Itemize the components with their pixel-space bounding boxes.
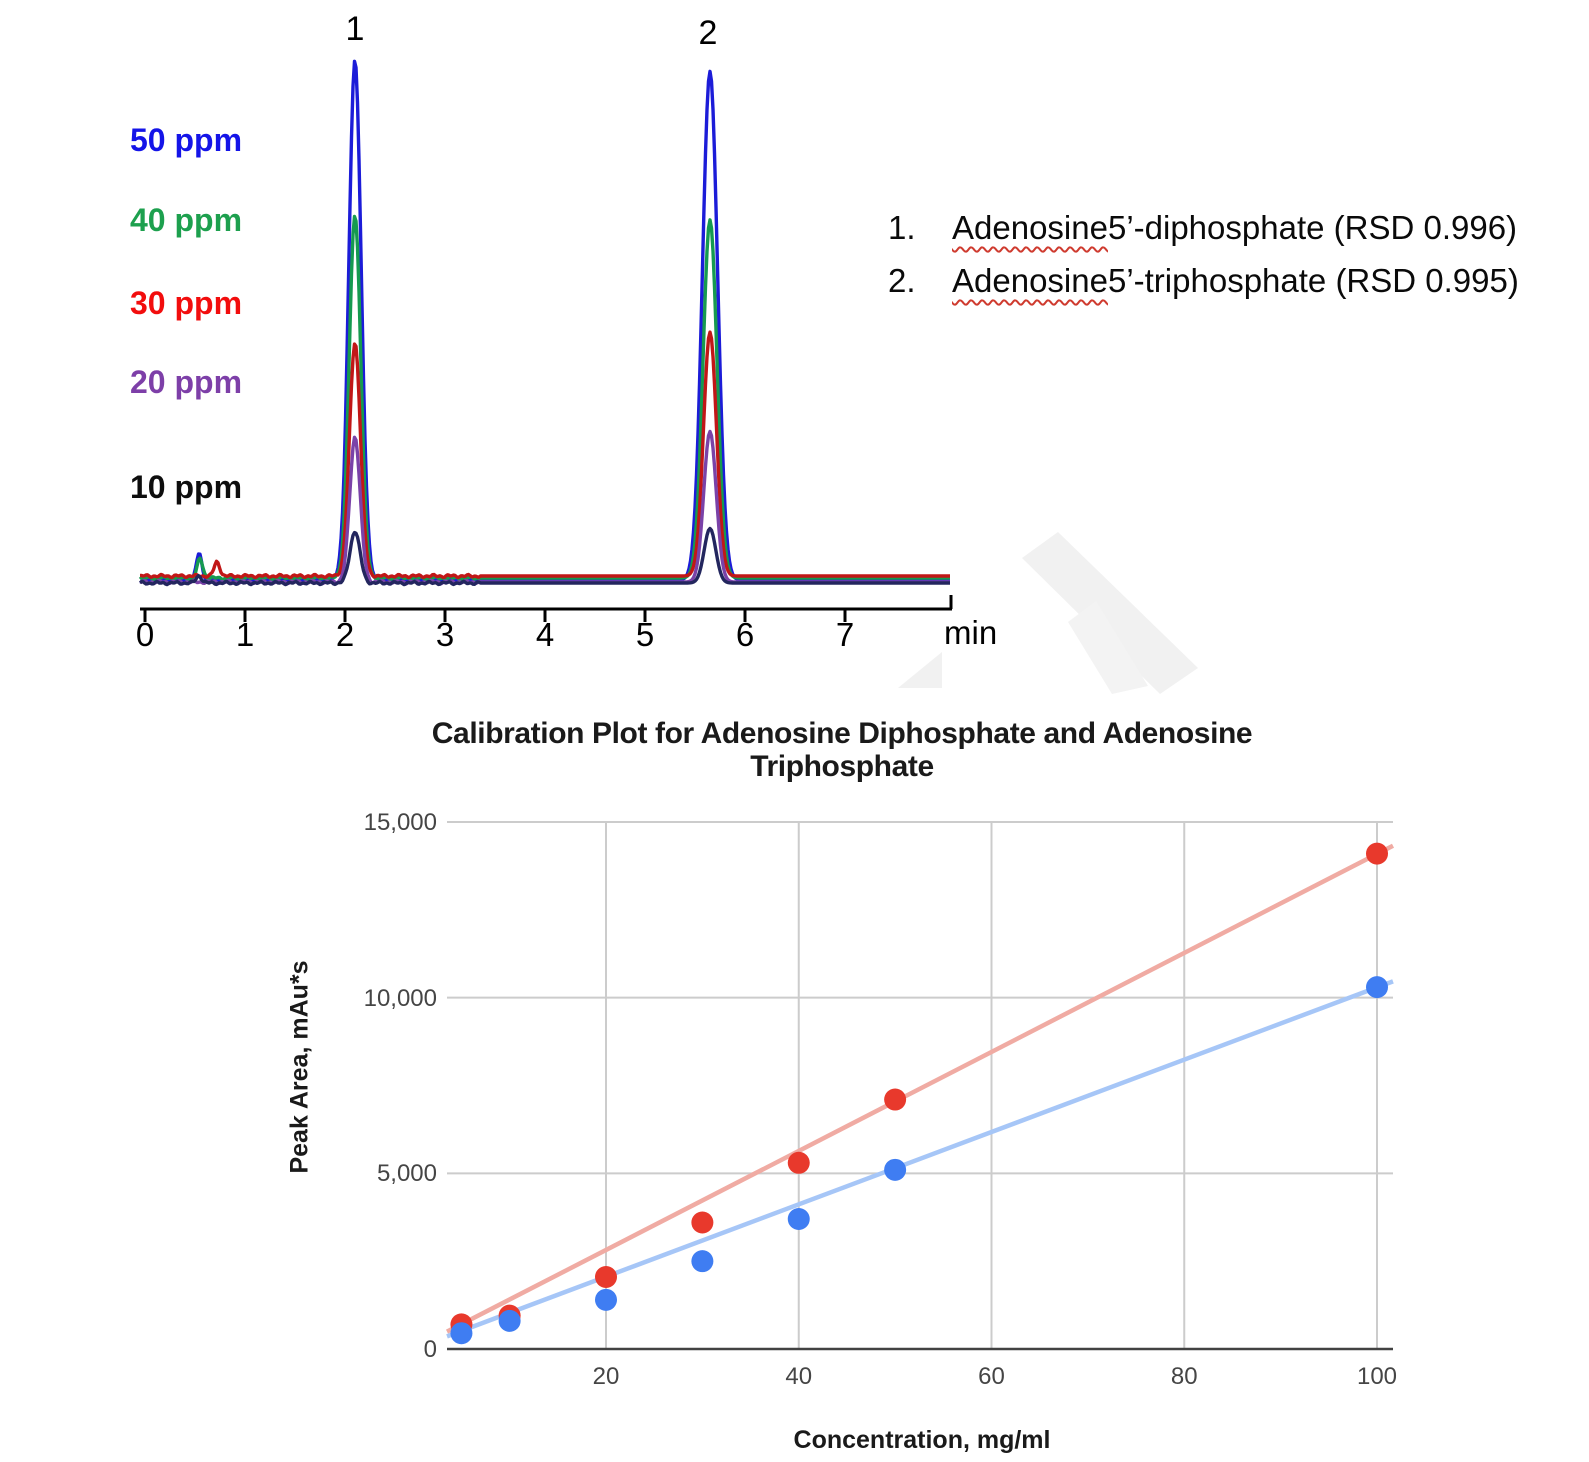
calibration-title-line1: Calibration Plot for Adenosine Diphospha… — [431, 717, 1253, 750]
chromo-tick-6: 6 — [735, 616, 755, 653]
peak-legend: 1. Adenosine 5’-diphosphate (RSD 0.996) 2.… — [888, 201, 1519, 307]
time-unit-label: min — [944, 614, 998, 651]
chromo-tick-0: 0 — [135, 616, 155, 653]
calib-xtick-100: 100 — [1356, 1363, 1398, 1390]
data-point — [1366, 976, 1388, 999]
data-point — [595, 1288, 617, 1311]
concentration-label-50-ppm: 50 ppm — [130, 122, 243, 158]
legend-rest: 5’-diphosphate (RSD 0.996) — [1107, 209, 1518, 246]
concentration-label-30-ppm: 30 ppm — [130, 285, 243, 321]
legend-compound-word: Adenosine — [952, 262, 1108, 299]
trendline — [446, 979, 1394, 1339]
data-point — [450, 1322, 473, 1345]
data-point — [691, 1250, 714, 1273]
chromo-tick-7: 7 — [835, 616, 855, 653]
chromo-tick-1: 1 — [235, 616, 255, 653]
concentration-label-40-ppm: 40 ppm — [130, 202, 243, 238]
legend-compound-word: Adenosine — [952, 209, 1108, 246]
calibration-title-line2: Triphosphate — [750, 750, 934, 783]
chromo-tick-4: 4 — [535, 616, 555, 653]
legend-rest: 5’-triphosphate (RSD 0.995) — [1107, 262, 1519, 299]
calib-xtick-60: 60 — [978, 1363, 1005, 1390]
legend-number: 2. — [888, 262, 916, 299]
concentration-label-10-ppm: 10 ppm — [130, 469, 243, 505]
legend-item-1: 1. Adenosine 5’-diphosphate (RSD 0.996) — [888, 201, 1519, 254]
peak-marker-1: 1 — [345, 10, 365, 48]
calib-xtick-40: 40 — [785, 1363, 813, 1390]
legend-item-2: 2. Adenosine 5’-triphosphate (RSD 0.995) — [888, 254, 1519, 307]
data-point — [884, 1088, 907, 1111]
chromo-tick-5: 5 — [635, 616, 655, 653]
data-point — [1366, 842, 1388, 865]
calib-ytick-10000: 10,000 — [363, 984, 437, 1012]
trendline — [445, 843, 1395, 1334]
data-point — [595, 1265, 617, 1288]
calib-ytick-0: 0 — [423, 1336, 437, 1363]
x-axis-title: Concentration, mg/ml — [793, 1426, 1051, 1454]
calib-xtick-80: 80 — [1170, 1363, 1198, 1390]
calibration-title: Calibration Plot for Adenosine Diphospha… — [342, 717, 1342, 783]
calib-ytick-15000: 15,000 — [363, 809, 437, 836]
chromatogram-plot — [138, 59, 953, 622]
data-point — [787, 1151, 810, 1174]
legend-number: 1. — [888, 209, 916, 246]
concentration-label-20-ppm: 20 ppm — [130, 364, 243, 400]
trace-10-ppm — [138, 526, 951, 587]
calib-ytick-5000: 5,000 — [376, 1160, 437, 1188]
data-point — [498, 1309, 521, 1332]
trace-30-ppm — [139, 330, 951, 580]
chromo-tick-3: 3 — [435, 616, 455, 653]
data-point — [691, 1211, 714, 1234]
data-point — [787, 1208, 810, 1231]
chromo-tick-2: 2 — [335, 616, 355, 653]
calib-xtick-20: 20 — [592, 1363, 620, 1390]
data-point — [884, 1158, 907, 1181]
peak-marker-2: 2 — [698, 14, 718, 52]
